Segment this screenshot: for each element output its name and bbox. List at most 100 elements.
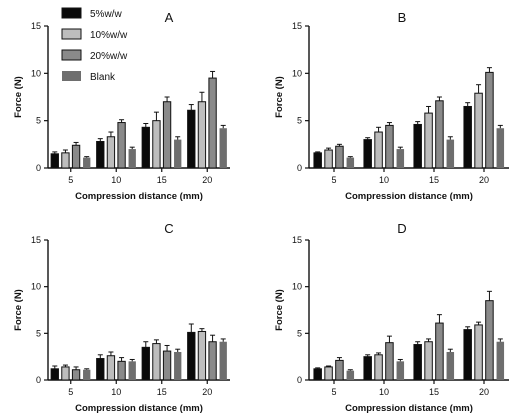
bar <box>313 152 322 169</box>
bar <box>463 105 472 169</box>
bar <box>106 136 116 169</box>
bar <box>413 344 422 381</box>
bar <box>219 341 227 380</box>
legend-swatch <box>61 7 82 19</box>
y-tick-label: 5 <box>297 116 302 126</box>
bar <box>106 355 116 381</box>
x-tick-label: 10 <box>111 387 121 397</box>
y-tick-label: 15 <box>31 235 41 245</box>
bar <box>128 361 136 380</box>
bar <box>117 360 126 381</box>
y-axis-title: Force (N) <box>13 76 24 118</box>
y-axis-title: Force (N) <box>274 289 285 331</box>
legend-label: 10%w/w <box>90 30 128 41</box>
legend: 5%w/w 10%w/w 20%w/w Blank <box>61 7 128 83</box>
x-tick-label: 5 <box>68 387 73 397</box>
bar <box>424 112 433 169</box>
x-tick-label: 15 <box>157 387 167 397</box>
bar <box>141 346 150 381</box>
bar <box>50 153 59 169</box>
bar <box>324 366 333 381</box>
bar <box>61 366 70 381</box>
bar <box>463 329 472 381</box>
y-axis-title: Force (N) <box>13 289 24 331</box>
legend-label: 20%w/w <box>90 51 128 62</box>
y-tick-label: 10 <box>292 282 302 292</box>
chart-panel-b: 0 5 10 15 5 10 15 20 B Force (N) Compression dista… <box>274 10 509 202</box>
panel-label: A <box>165 10 174 25</box>
bar <box>413 123 422 169</box>
x-axis-title: Compression distance (mm) <box>345 403 473 414</box>
chart-panel-a: 0 5 10 15 5 10 15 20 A Force (N) Compression dista… <box>13 10 230 202</box>
bar <box>61 152 70 169</box>
bar <box>435 322 444 381</box>
y-tick-label: 10 <box>31 68 41 78</box>
bar <box>83 157 91 168</box>
y-tick-label: 10 <box>31 282 41 292</box>
bar <box>474 92 483 169</box>
bar <box>496 128 505 168</box>
x-tick-label: 5 <box>331 175 336 185</box>
x-tick-label: 15 <box>429 175 439 185</box>
bar <box>446 352 455 380</box>
bar <box>496 341 505 380</box>
bar <box>435 100 444 169</box>
bar <box>363 356 372 381</box>
bar <box>208 77 217 169</box>
bar <box>152 343 161 381</box>
bar <box>162 101 172 169</box>
legend-label: 5%w/w <box>90 9 122 20</box>
x-tick-label: 20 <box>202 387 212 397</box>
legend-swatch <box>61 28 82 40</box>
y-axis-title: Force (N) <box>274 76 285 118</box>
panel-label: C <box>164 221 173 236</box>
bar <box>335 145 344 169</box>
bar <box>128 149 136 168</box>
x-tick-label: 20 <box>479 175 489 185</box>
x-tick-label: 15 <box>157 175 167 185</box>
bar <box>485 300 494 381</box>
y-tick-label: 0 <box>297 163 302 173</box>
bar <box>446 139 455 168</box>
y-tick-label: 0 <box>36 375 41 385</box>
y-tick-label: 15 <box>31 21 41 31</box>
bar <box>96 140 105 169</box>
bar <box>174 139 182 168</box>
bar <box>187 331 196 381</box>
bar <box>71 369 81 381</box>
bar <box>474 324 483 381</box>
bar <box>197 101 207 169</box>
bar <box>485 71 494 169</box>
x-tick-label: 5 <box>331 387 336 397</box>
bar <box>96 358 105 381</box>
bar <box>174 352 182 380</box>
x-tick-label: 20 <box>479 387 489 397</box>
x-tick-label: 5 <box>68 175 73 185</box>
bar <box>50 368 59 381</box>
y-tick-label: 0 <box>36 163 41 173</box>
y-tick-label: 5 <box>297 328 302 338</box>
bar <box>396 149 405 168</box>
bar <box>162 350 172 381</box>
chart-panel-c: 0 5 10 15 5 10 15 20 C Force (N) Compression dista… <box>13 221 230 414</box>
bar <box>313 368 322 381</box>
bar <box>363 139 372 169</box>
x-axis-title: Compression distance (mm) <box>75 191 203 202</box>
x-tick-label: 10 <box>379 387 389 397</box>
legend-swatch <box>61 49 82 61</box>
bar <box>385 342 394 381</box>
bar <box>335 359 344 381</box>
bar <box>71 144 81 169</box>
x-tick-label: 10 <box>379 175 389 185</box>
bar <box>83 369 91 380</box>
y-tick-label: 10 <box>292 68 302 78</box>
x-tick-label: 15 <box>429 387 439 397</box>
bar <box>152 120 161 169</box>
bar <box>346 370 355 380</box>
chart-panel-d: 0 5 10 15 5 10 15 20 D Force (N) Compression dista… <box>274 221 509 414</box>
bar <box>117 122 126 169</box>
x-tick-label: 20 <box>202 175 212 185</box>
y-tick-label: 0 <box>297 375 302 385</box>
